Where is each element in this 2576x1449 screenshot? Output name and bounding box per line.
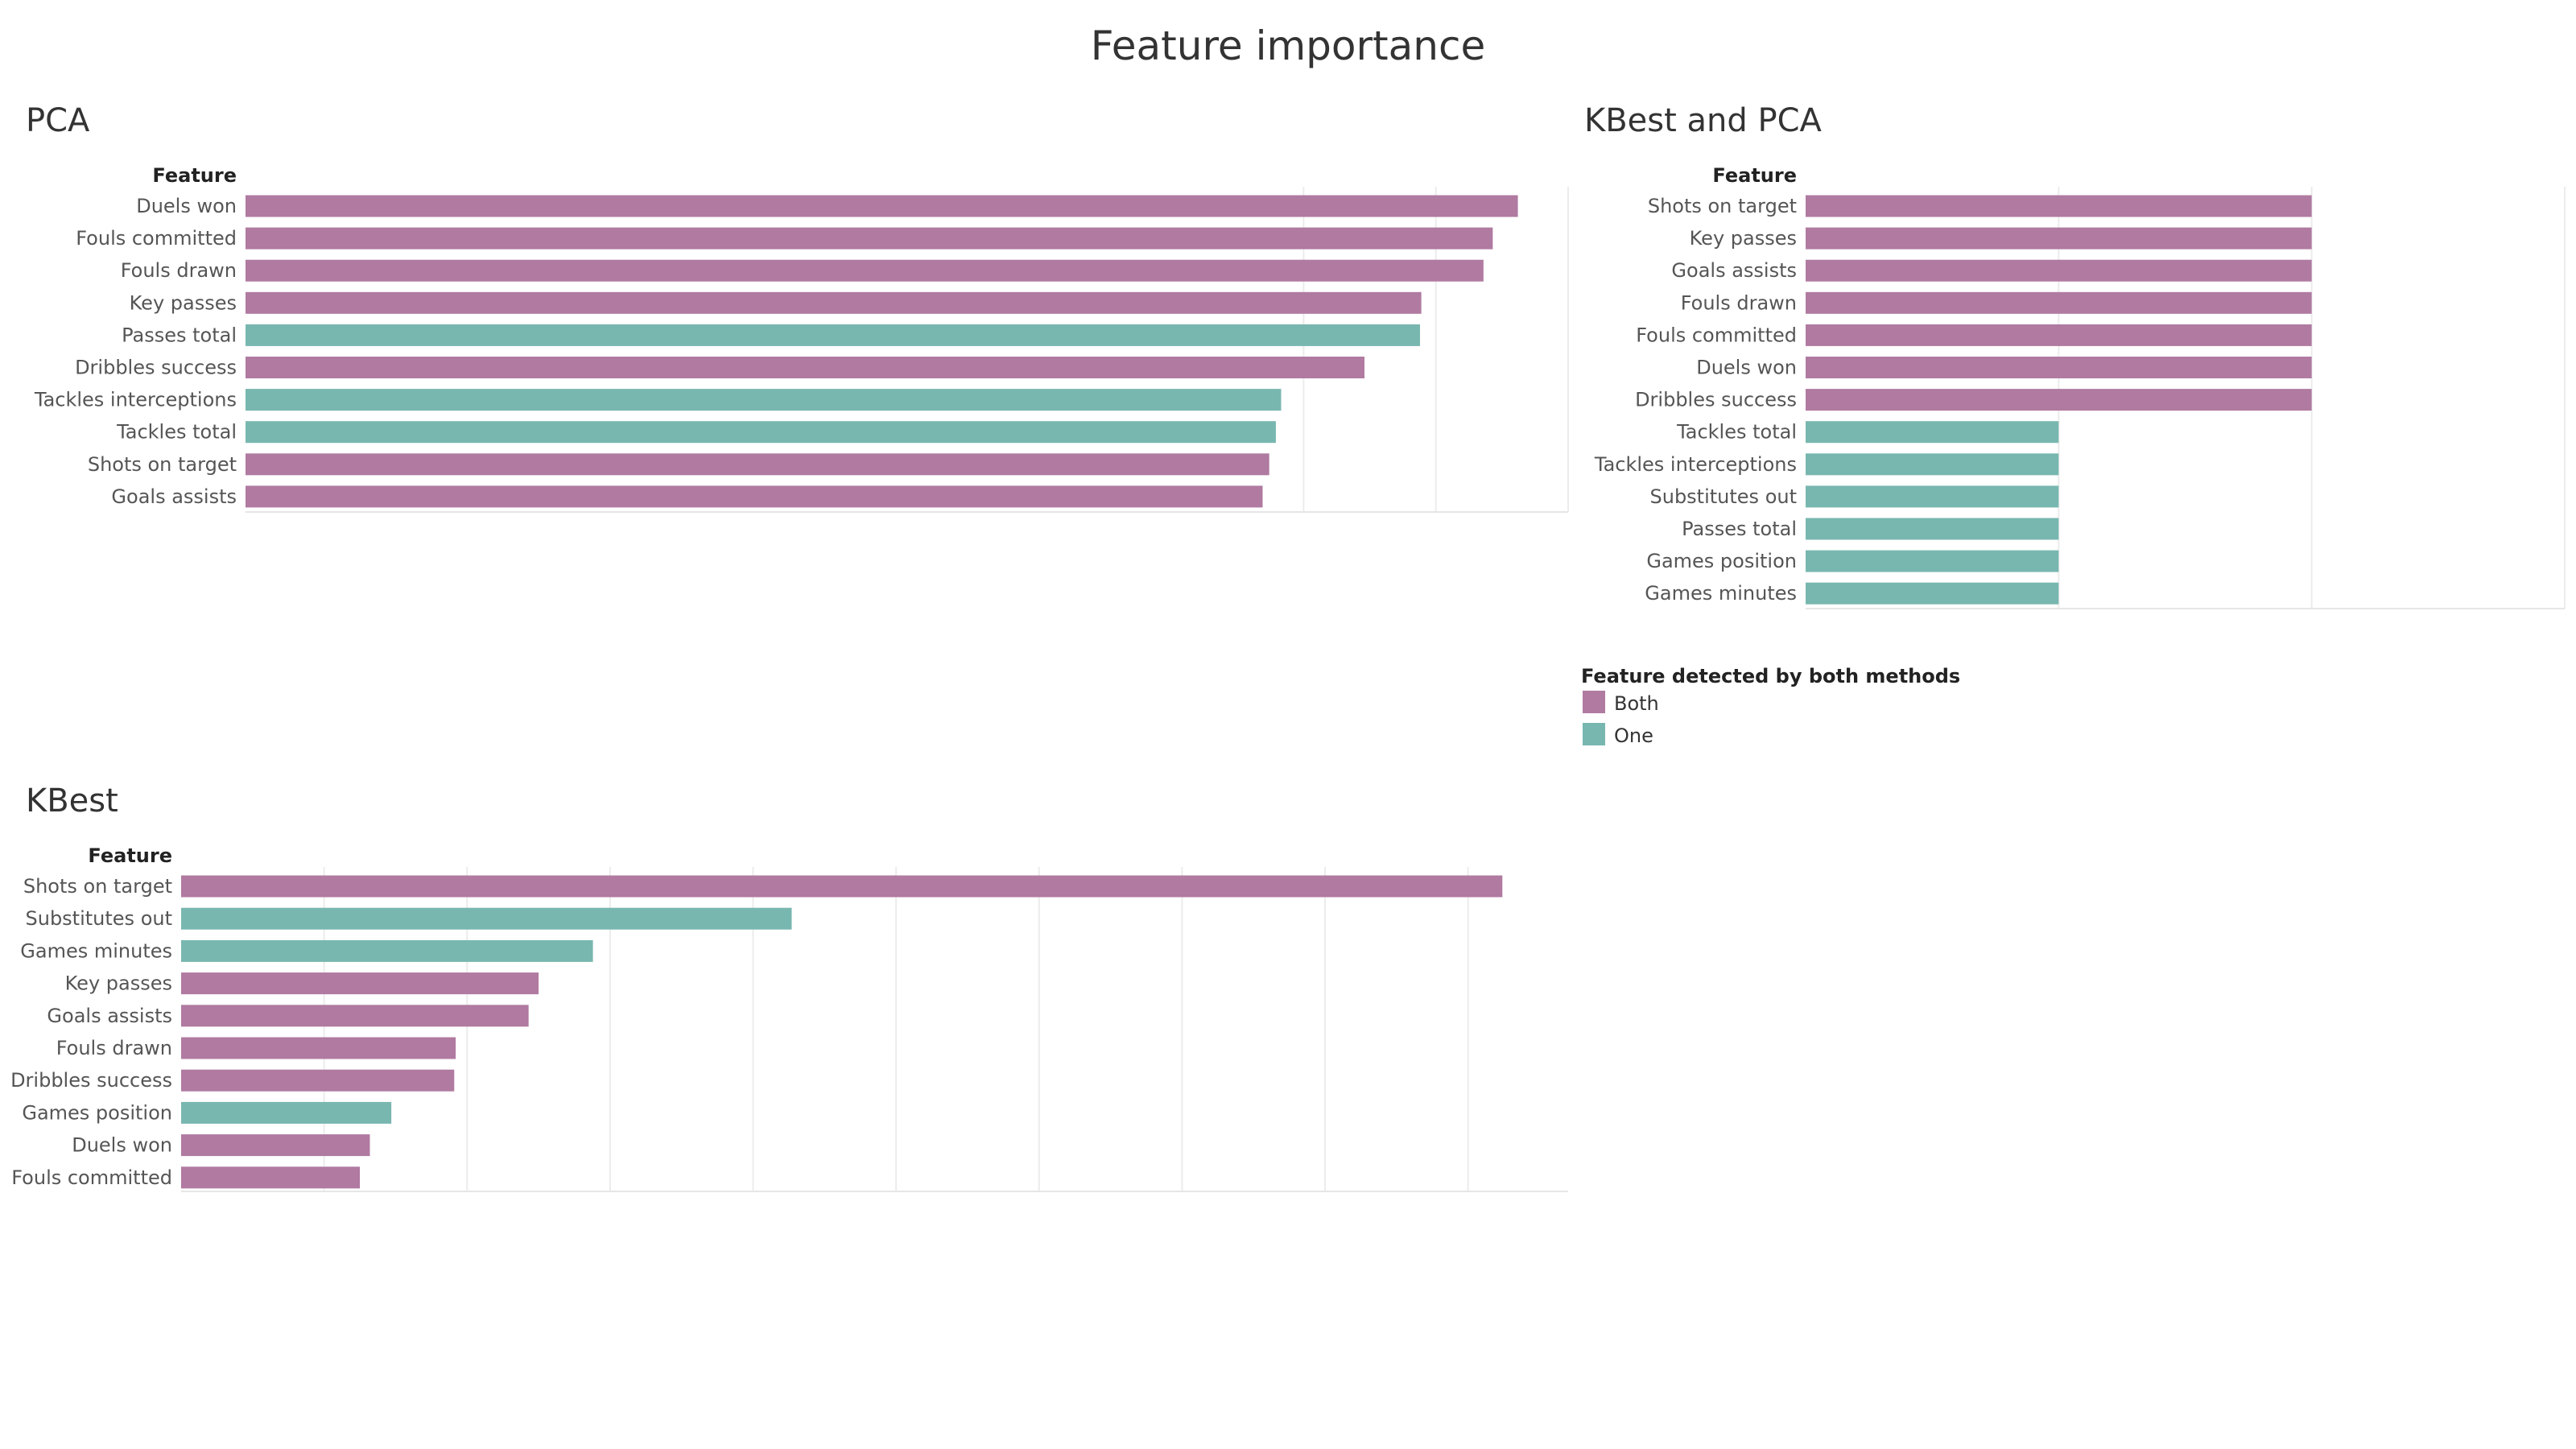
kbest-and-pca-bar-substitutes-out xyxy=(1806,485,2059,508)
kbest-and-pca-label-tackles-total: Tackles total xyxy=(1676,421,1797,444)
kbest-chart: KBest Feature Shots on target Substitutes… xyxy=(10,782,1568,1192)
kbest-label-key-passes: Key passes xyxy=(65,972,172,995)
kbest-and-pca-bar-key-passes xyxy=(1806,227,2312,250)
kbest-and-pca-bar-passes-total xyxy=(1806,518,2059,540)
kbest-and-pca-chart-title: KBest and PCA xyxy=(1584,102,1823,139)
kbest-plot-area: Shots on target Substitutes out Games minu… xyxy=(10,867,1568,1192)
pca-bar-shots-on-target xyxy=(246,453,1269,476)
pca-label-tackles-total: Tackles total xyxy=(116,421,237,444)
kbest-and-pca-label-dribbles-success: Dribbles success xyxy=(1635,389,1797,411)
pca-chart: PCA Feature Duels won Fouls committed Foul… xyxy=(26,102,1569,513)
kbest-and-pca-bar-tackles-total xyxy=(1806,421,2059,444)
pca-bar-fouls-drawn xyxy=(246,259,1484,282)
pca-label-dribbles-success: Dribbles success xyxy=(75,357,237,379)
kbest-label-substitutes-out: Substitutes out xyxy=(26,907,173,930)
pca-label-passes-total: Passes total xyxy=(122,324,237,346)
dashboard-title: Feature importance xyxy=(1091,23,1486,69)
kbest-and-pca-bar-dribbles-success xyxy=(1806,389,2312,411)
pca-label-key-passes: Key passes xyxy=(130,291,237,314)
pca-label-goals-assists: Goals assists xyxy=(111,485,237,508)
pca-label-fouls-drawn: Fouls drawn xyxy=(121,259,237,282)
kbest-and-pca-bar-goals-assists xyxy=(1806,259,2312,282)
pca-chart-title: PCA xyxy=(26,102,90,139)
pca-bar-fouls-committed xyxy=(246,227,1493,250)
legend: Feature detected by both methods Both On… xyxy=(1581,665,1960,747)
kbest-and-pca-bar-duels-won xyxy=(1806,357,2312,378)
pca-label-duels-won: Duels won xyxy=(136,195,237,217)
kbest-and-pca-bar-shots-on-target xyxy=(1806,195,2312,217)
kbest-and-pca-label-fouls-committed: Fouls committed xyxy=(1636,324,1797,346)
kbest-and-pca-chart: KBest and PCA Feature Shots on target Key… xyxy=(1584,102,2566,609)
kbest-and-pca-label-substitutes-out: Substitutes out xyxy=(1650,485,1798,508)
pca-bar-passes-total xyxy=(246,324,1420,346)
kbest-feature-header: Feature xyxy=(88,844,172,867)
kbest-label-games-minutes: Games minutes xyxy=(20,939,172,962)
kbest-and-pca-label-passes-total: Passes total xyxy=(1682,518,1797,540)
kbest-and-pca-label-shots-on-target: Shots on target xyxy=(1648,195,1797,217)
legend-label-both: Both xyxy=(1614,692,1659,715)
kbest-and-pca-bar-games-position xyxy=(1806,550,2059,572)
pca-feature-header: Feature xyxy=(152,164,237,187)
kbest-and-pca-bar-tackles-interceptions xyxy=(1806,453,2059,476)
kbest-and-pca-bar-fouls-drawn xyxy=(1806,291,2312,314)
kbest-chart-title: KBest xyxy=(26,782,118,819)
pca-bar-tackles-total xyxy=(246,421,1276,444)
pca-label-fouls-committed: Fouls committed xyxy=(76,227,237,250)
legend-swatch-both xyxy=(1583,691,1605,713)
kbest-bar-fouls-drawn xyxy=(181,1037,456,1059)
kbest-and-pca-plot-area: Shots on target Key passes Goals assists Fo… xyxy=(1594,187,2566,609)
legend-label-one: One xyxy=(1614,724,1653,747)
kbest-and-pca-feature-header: Feature xyxy=(1712,164,1797,187)
kbest-bar-key-passes xyxy=(181,972,539,995)
pca-bar-dribbles-success xyxy=(246,357,1364,378)
pca-bar-key-passes xyxy=(246,291,1422,314)
legend-title: Feature detected by both methods xyxy=(1581,665,1960,687)
kbest-bar-duels-won xyxy=(181,1134,370,1157)
kbest-bar-fouls-committed xyxy=(181,1166,361,1189)
kbest-and-pca-bar-games-minutes xyxy=(1806,582,2059,605)
pca-bar-duels-won xyxy=(246,195,1518,217)
kbest-and-pca-label-games-position: Games position xyxy=(1646,550,1797,572)
kbest-and-pca-label-fouls-drawn: Fouls drawn xyxy=(1681,291,1797,314)
kbest-bar-shots-on-target xyxy=(181,875,1503,898)
kbest-bar-goals-assists xyxy=(181,1005,529,1027)
pca-label-shots-on-target: Shots on target xyxy=(88,453,237,476)
kbest-and-pca-label-key-passes: Key passes xyxy=(1690,227,1797,250)
kbest-bar-games-minutes xyxy=(181,939,593,962)
kbest-label-games-position: Games position xyxy=(22,1101,172,1124)
kbest-bar-games-position xyxy=(181,1101,392,1124)
kbest-bar-dribbles-success xyxy=(181,1069,455,1092)
kbest-and-pca-bar-fouls-committed xyxy=(1806,324,2312,346)
kbest-label-dribbles-success: Dribbles success xyxy=(10,1069,172,1092)
kbest-and-pca-label-goals-assists: Goals assists xyxy=(1671,259,1797,282)
kbest-label-shots-on-target: Shots on target xyxy=(23,875,172,898)
kbest-and-pca-label-games-minutes: Games minutes xyxy=(1645,582,1797,605)
pca-plot-area: Duels won Fouls committed Fouls drawn Key p… xyxy=(34,187,1569,513)
legend-swatch-one xyxy=(1583,723,1605,745)
kbest-and-pca-label-tackles-interceptions: Tackles interceptions xyxy=(1594,453,1797,476)
pca-label-tackles-interceptions: Tackles interceptions xyxy=(34,389,237,411)
pca-bar-goals-assists xyxy=(246,485,1263,508)
kbest-label-duels-won: Duels won xyxy=(72,1134,172,1157)
kbest-label-fouls-drawn: Fouls drawn xyxy=(56,1037,172,1059)
kbest-bar-substitutes-out xyxy=(181,907,792,930)
kbest-label-goals-assists: Goals assists xyxy=(47,1005,172,1027)
kbest-label-fouls-committed: Fouls committed xyxy=(11,1166,172,1189)
kbest-and-pca-label-duels-won: Duels won xyxy=(1696,357,1797,379)
pca-bar-tackles-interceptions xyxy=(246,389,1282,411)
